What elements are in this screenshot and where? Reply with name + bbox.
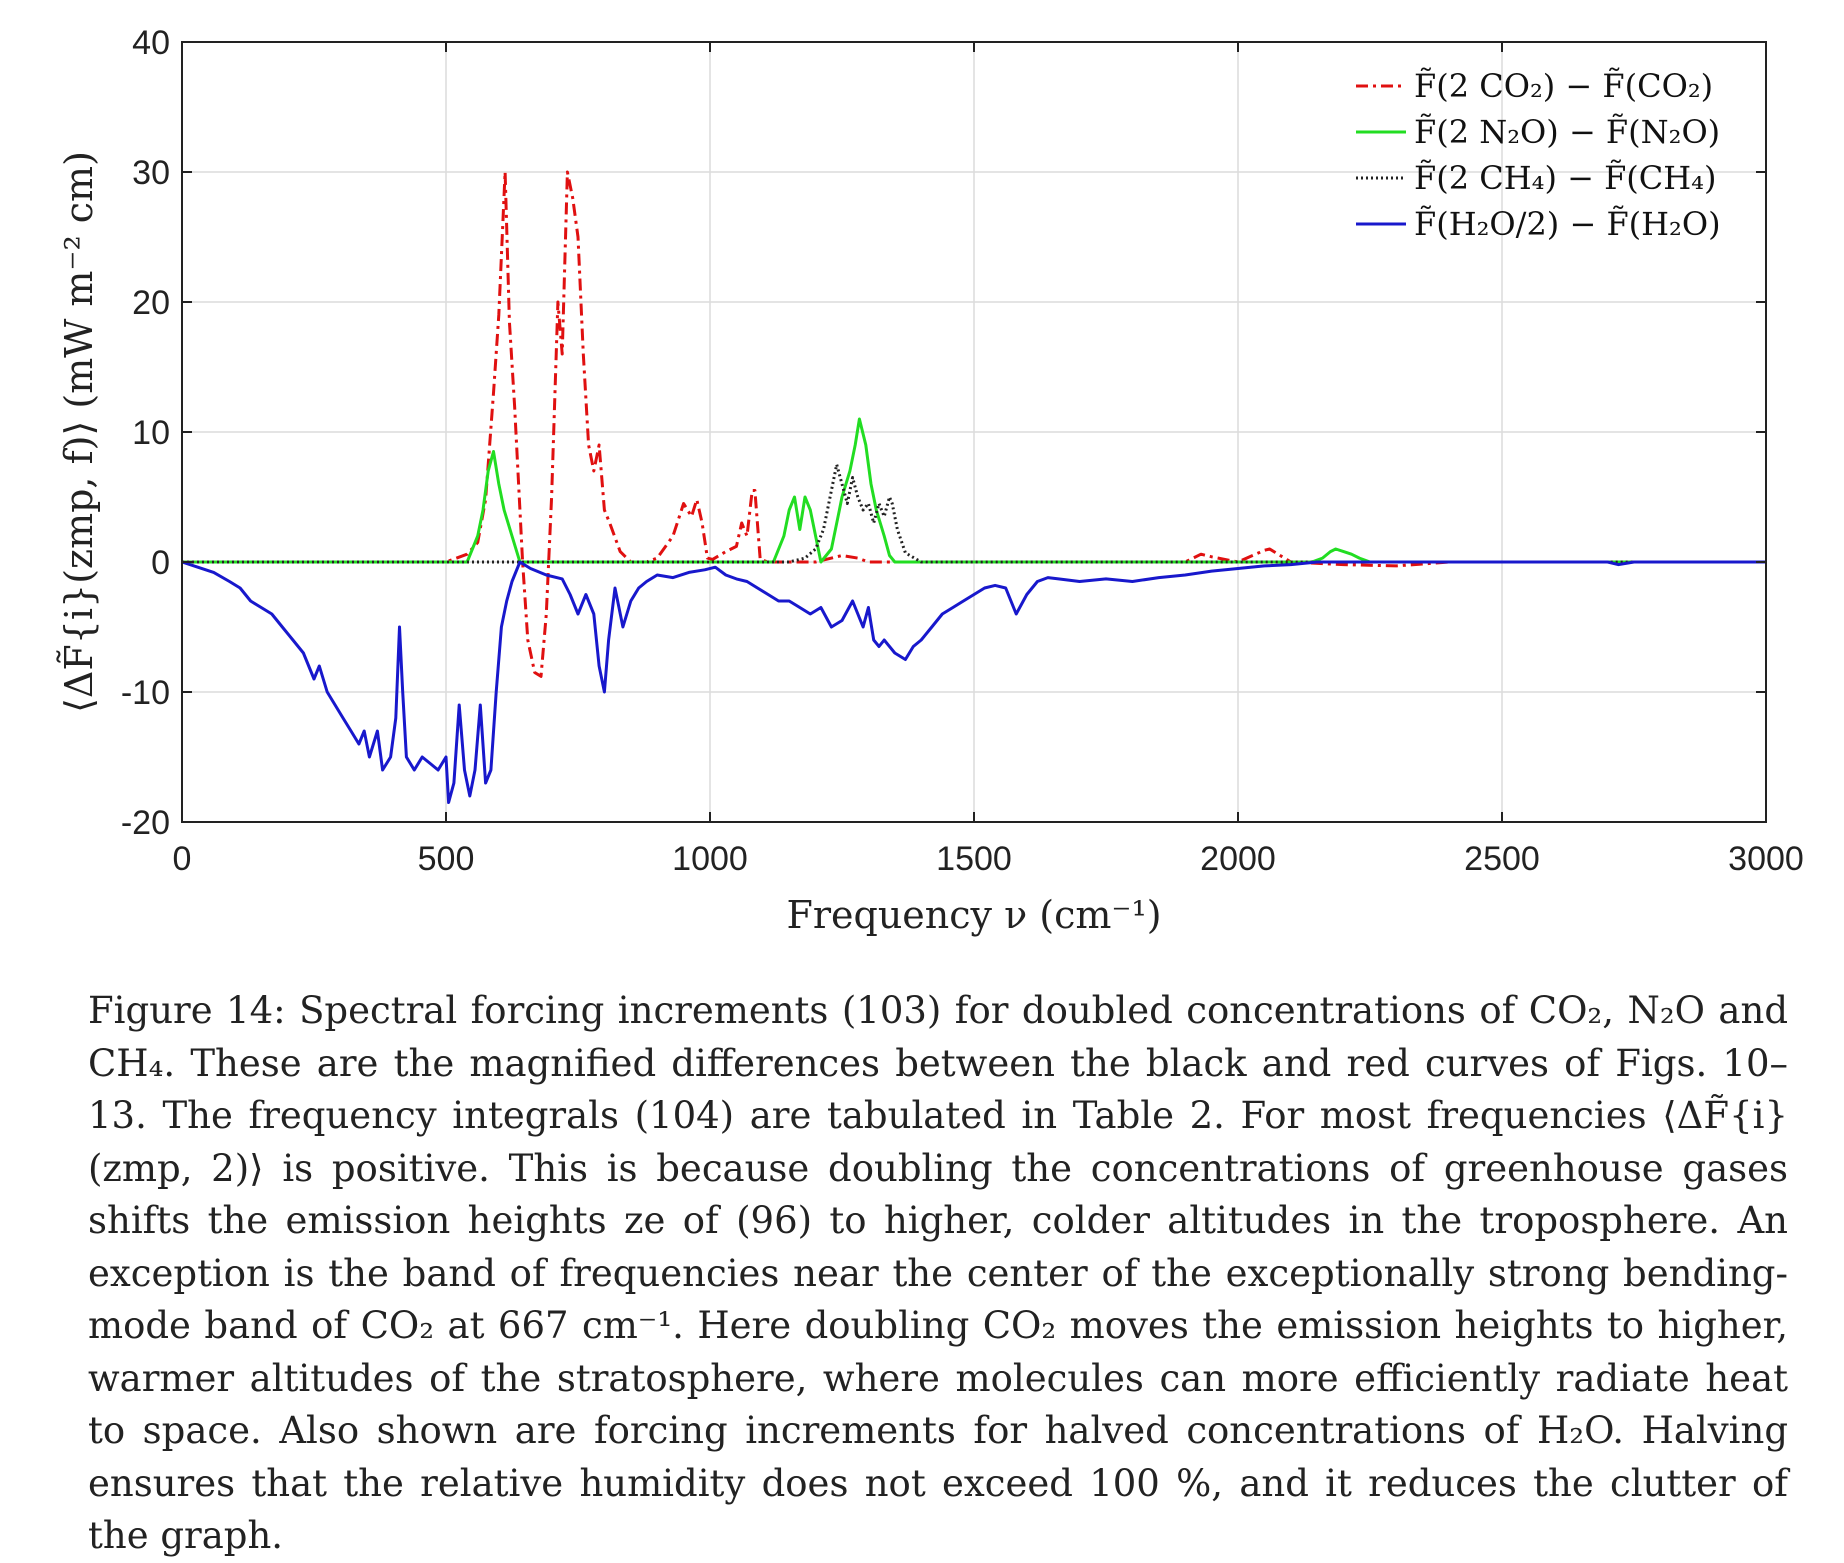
figure-caption: Figure 14: Spectral forcing increments (… [88,985,1788,1563]
legend-entry-3: F̃(H₂O/2) − F̃(H₂O) [1414,205,1721,243]
legend-entry-2: F̃(2 CH₄) − F̃(CH₄) [1414,159,1716,197]
x-tick-label: 1000 [672,840,748,878]
y-tick-label: 10 [132,414,170,452]
series-line-3 [181,560,1766,804]
caption-label: Figure 14: [88,989,286,1032]
x-tick-label: 1500 [936,840,1012,878]
legend-entry-1: F̃(2 N₂O) − F̃(N₂O) [1414,113,1720,151]
y-axis-label: ⟨ΔF̃{i}(zmp, f)⟩ (mW m⁻² cm) [57,151,101,713]
x-tick-label: 2500 [1464,840,1540,878]
spectral-forcing-chart: 0 500 1000 1500 2000 2500 3000-20-10010203040 … [57,24,1804,937]
y-tick-label: -10 [121,674,170,712]
series-layer [181,170,1766,804]
y-tick-label: 20 [132,284,170,322]
x-tick-label: 2000 [1200,840,1276,878]
legend: F̃(2 CO₂) − F̃(CO₂) F̃(2 N₂O) − F̃(N₂O) F̃… [1356,67,1721,243]
series-line-1 [182,417,1766,564]
caption-text: Spectral forcing increments (103) for do… [88,989,1789,1557]
legend-entry-0: F̃(2 CO₂) − F̃(CO₂) [1414,67,1713,105]
y-tick-label: 30 [132,154,170,192]
y-tick-label: -20 [121,804,170,842]
x-axis-label: Frequency ν (cm⁻¹) [786,893,1161,937]
y-tick-label: 40 [132,24,170,62]
series-line-0 [182,170,1766,678]
tick-labels: 0 500 1000 1500 2000 2500 3000 -20 -10 0 10 20 30 40 [121,24,1804,878]
y-tick-label: 0 [151,544,170,582]
x-tick-label: 500 [418,840,475,878]
x-tick-label: 0 [173,840,192,878]
x-tick-label: 3000 [1728,840,1804,878]
figure: 0 500 1000 1500 2000 2500 3000 -20 -10 0 10 20 30 40 … [57,24,1804,937]
